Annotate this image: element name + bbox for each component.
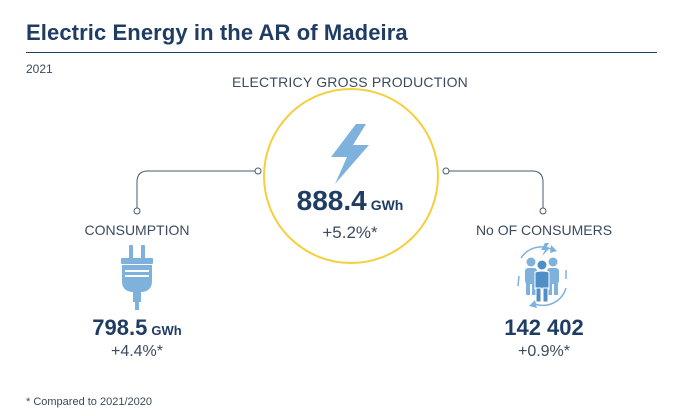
consumers-change: +0.9%* [517, 343, 571, 360]
production-label: ELECTRICY GROSS PRODUCTION [232, 74, 468, 90]
lightning-bolt-icon [331, 124, 369, 184]
production-circle [263, 88, 439, 264]
left-connector-line [136, 170, 258, 208]
left-connector-dot-top [254, 167, 262, 175]
consumption-change: +4.4%* [110, 343, 164, 360]
consumers-number: 142 402 [504, 315, 584, 340]
consumption-label: CONSUMPTION [84, 222, 190, 238]
year-label: 2021 [26, 62, 53, 76]
consumers-group-icon [517, 243, 567, 308]
production-value: 888.4 GWh [250, 185, 450, 217]
consumption-unit: GWh [151, 323, 182, 338]
production-number: 888.4 [296, 185, 367, 216]
page-title: Electric Energy in the AR of Madeira [26, 20, 408, 45]
consumers-label: No OF CONSUMERS [475, 222, 613, 238]
production-unit: GWh [370, 197, 404, 213]
right-connector-dot-bottom [539, 207, 547, 215]
consumption-value: 798.5 GWh [27, 315, 247, 341]
consumption-number: 798.5 [92, 315, 148, 340]
footnote: * Compared to 2021/2020 [26, 396, 152, 408]
right-connector-line [446, 170, 544, 208]
electric-plug-icon [121, 245, 153, 310]
left-connector-dot-bottom [133, 207, 141, 215]
consumers-value: 142 402 [434, 315, 654, 341]
right-connector-dot-top [442, 167, 450, 175]
title-divider [26, 52, 657, 53]
production-change: +5.2%* [322, 223, 378, 242]
